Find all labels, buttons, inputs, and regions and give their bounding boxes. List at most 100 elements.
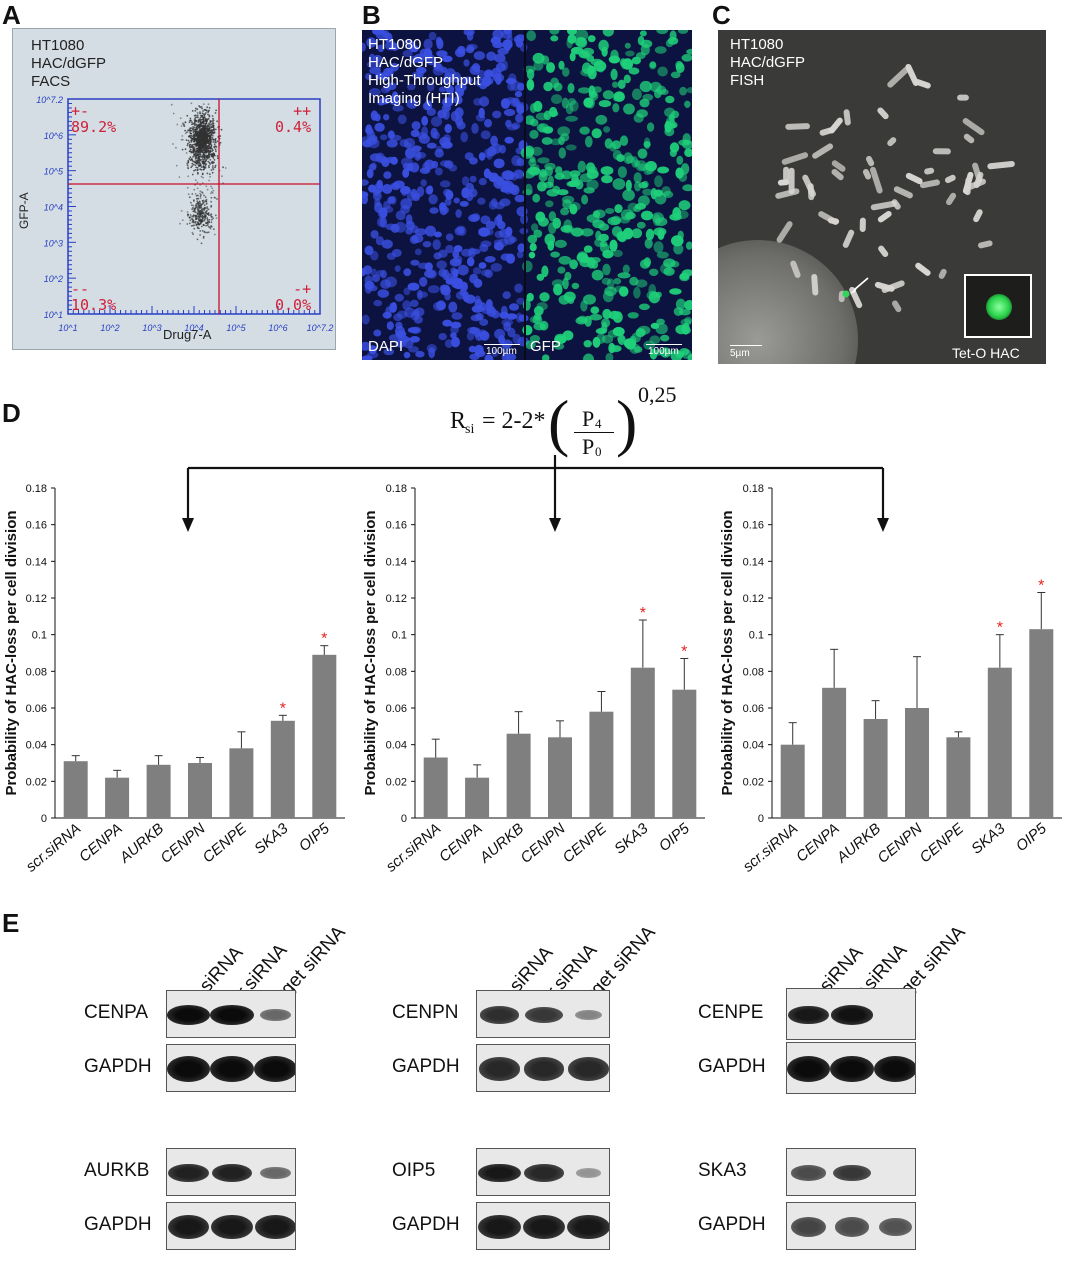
gfp-nucleus xyxy=(569,170,581,177)
dapi-nucleus xyxy=(387,131,395,140)
gfp-nucleus xyxy=(570,46,584,55)
dapi-nucleus xyxy=(450,325,459,335)
gfp-nucleus xyxy=(636,109,648,118)
facs-event xyxy=(193,126,196,129)
gfp-nucleus xyxy=(543,126,554,134)
gfp-nucleus xyxy=(528,251,536,259)
facs-event xyxy=(189,156,192,158)
gfp-nucleus xyxy=(598,233,609,242)
dapi-nucleus xyxy=(474,298,483,310)
quadrant-bottom-right-value: 0.0% xyxy=(275,296,312,314)
dapi-nucleus xyxy=(484,256,496,263)
gfp-nucleus xyxy=(643,141,651,148)
facs-event xyxy=(194,214,197,217)
dapi-nucleus xyxy=(506,124,519,131)
y-tick-label: 0 xyxy=(401,813,407,825)
dapi-nucleus xyxy=(505,226,513,237)
dapi-nucleus xyxy=(464,152,474,161)
facs-event xyxy=(203,157,206,160)
facs-event xyxy=(193,224,196,227)
facs-event xyxy=(197,215,199,218)
dapi-nucleus xyxy=(370,110,379,121)
facs-x-tick-label: 10^5 xyxy=(226,323,246,333)
gfp-nucleus xyxy=(608,55,620,64)
facs-event xyxy=(205,158,208,161)
formula-equals: = 2-2* xyxy=(482,408,546,434)
facs-event xyxy=(187,139,190,142)
dapi-nucleus xyxy=(506,97,516,104)
gfp-nucleus xyxy=(565,115,578,122)
facs-event xyxy=(210,225,213,228)
gfp-nucleus xyxy=(657,229,665,240)
dapi-nucleus xyxy=(400,198,413,210)
band xyxy=(211,1163,253,1183)
facs-event xyxy=(194,179,197,182)
facs-event xyxy=(210,185,212,188)
gfp-nucleus xyxy=(631,88,642,101)
facs-event xyxy=(198,223,201,226)
facs-event xyxy=(205,231,208,234)
facs-event xyxy=(189,136,192,139)
dapi-nucleus xyxy=(478,107,485,119)
facs-event xyxy=(195,204,198,207)
gfp-nucleus xyxy=(558,147,566,159)
facs-event xyxy=(203,129,206,132)
fish-line-3: FISH xyxy=(730,72,765,89)
dapi-nucleus xyxy=(434,149,444,158)
dapi-nucleus xyxy=(362,42,366,52)
chromosome xyxy=(870,200,897,211)
band xyxy=(211,1214,253,1240)
dapi-nucleus xyxy=(426,344,437,353)
dapi-nucleus xyxy=(406,98,418,109)
gfp-nucleus xyxy=(679,273,690,282)
band xyxy=(253,1056,295,1082)
gfp-nucleus xyxy=(680,163,690,175)
bar-aurkb xyxy=(863,719,888,818)
gfp-nucleus xyxy=(649,61,657,69)
dapi-nucleus xyxy=(428,31,437,41)
dapi-nucleus xyxy=(486,149,493,160)
quadrant-top-right: ++ 0.4% xyxy=(275,103,311,135)
gfp-nucleus xyxy=(567,98,576,106)
chromosome xyxy=(781,152,809,165)
facs-event xyxy=(207,122,210,125)
blot-label-oip5: OIP5 xyxy=(392,1160,436,1181)
facs-event xyxy=(188,129,191,132)
gfp-nucleus xyxy=(664,122,677,129)
facs-event xyxy=(190,139,193,141)
dapi-nucleus xyxy=(455,116,464,126)
gfp-nucleus xyxy=(557,266,566,274)
bar-cenpa xyxy=(822,687,847,818)
facs-event xyxy=(191,173,194,176)
dapi-nucleus xyxy=(480,130,491,140)
dapi-nucleus xyxy=(503,108,516,117)
chromosome xyxy=(831,160,846,172)
gfp-nucleus xyxy=(639,259,651,269)
facs-event xyxy=(196,238,199,241)
dapi-nucleus xyxy=(407,282,420,291)
facs-x-tick-label: 10^7.2 xyxy=(307,323,334,333)
gfp-nucleus xyxy=(609,239,618,252)
gfp-nucleus xyxy=(525,340,536,350)
gfp-nucleus xyxy=(529,335,541,343)
gfp-nucleus xyxy=(524,145,535,157)
gfp-nucleus xyxy=(649,81,662,93)
gfp-nucleus xyxy=(555,166,563,175)
dapi-nucleus xyxy=(402,50,413,57)
bar-scr-sirna xyxy=(63,761,88,818)
gfp-nucleus xyxy=(655,323,668,335)
gfp-nucleus xyxy=(583,97,594,108)
facs-event xyxy=(185,152,188,154)
dapi-nucleus xyxy=(445,233,454,241)
facs-event xyxy=(199,112,202,115)
chromosome xyxy=(963,133,975,144)
chromosome xyxy=(783,166,790,182)
gfp-nucleus xyxy=(607,216,621,226)
facs-event xyxy=(212,228,215,231)
gfp-nucleus xyxy=(607,329,619,338)
facs-event xyxy=(186,131,188,133)
chromosome xyxy=(973,209,983,223)
y-tick-label: 0.18 xyxy=(26,483,47,495)
dapi-nucleus xyxy=(390,156,398,165)
dapi-nucleus xyxy=(479,330,490,341)
